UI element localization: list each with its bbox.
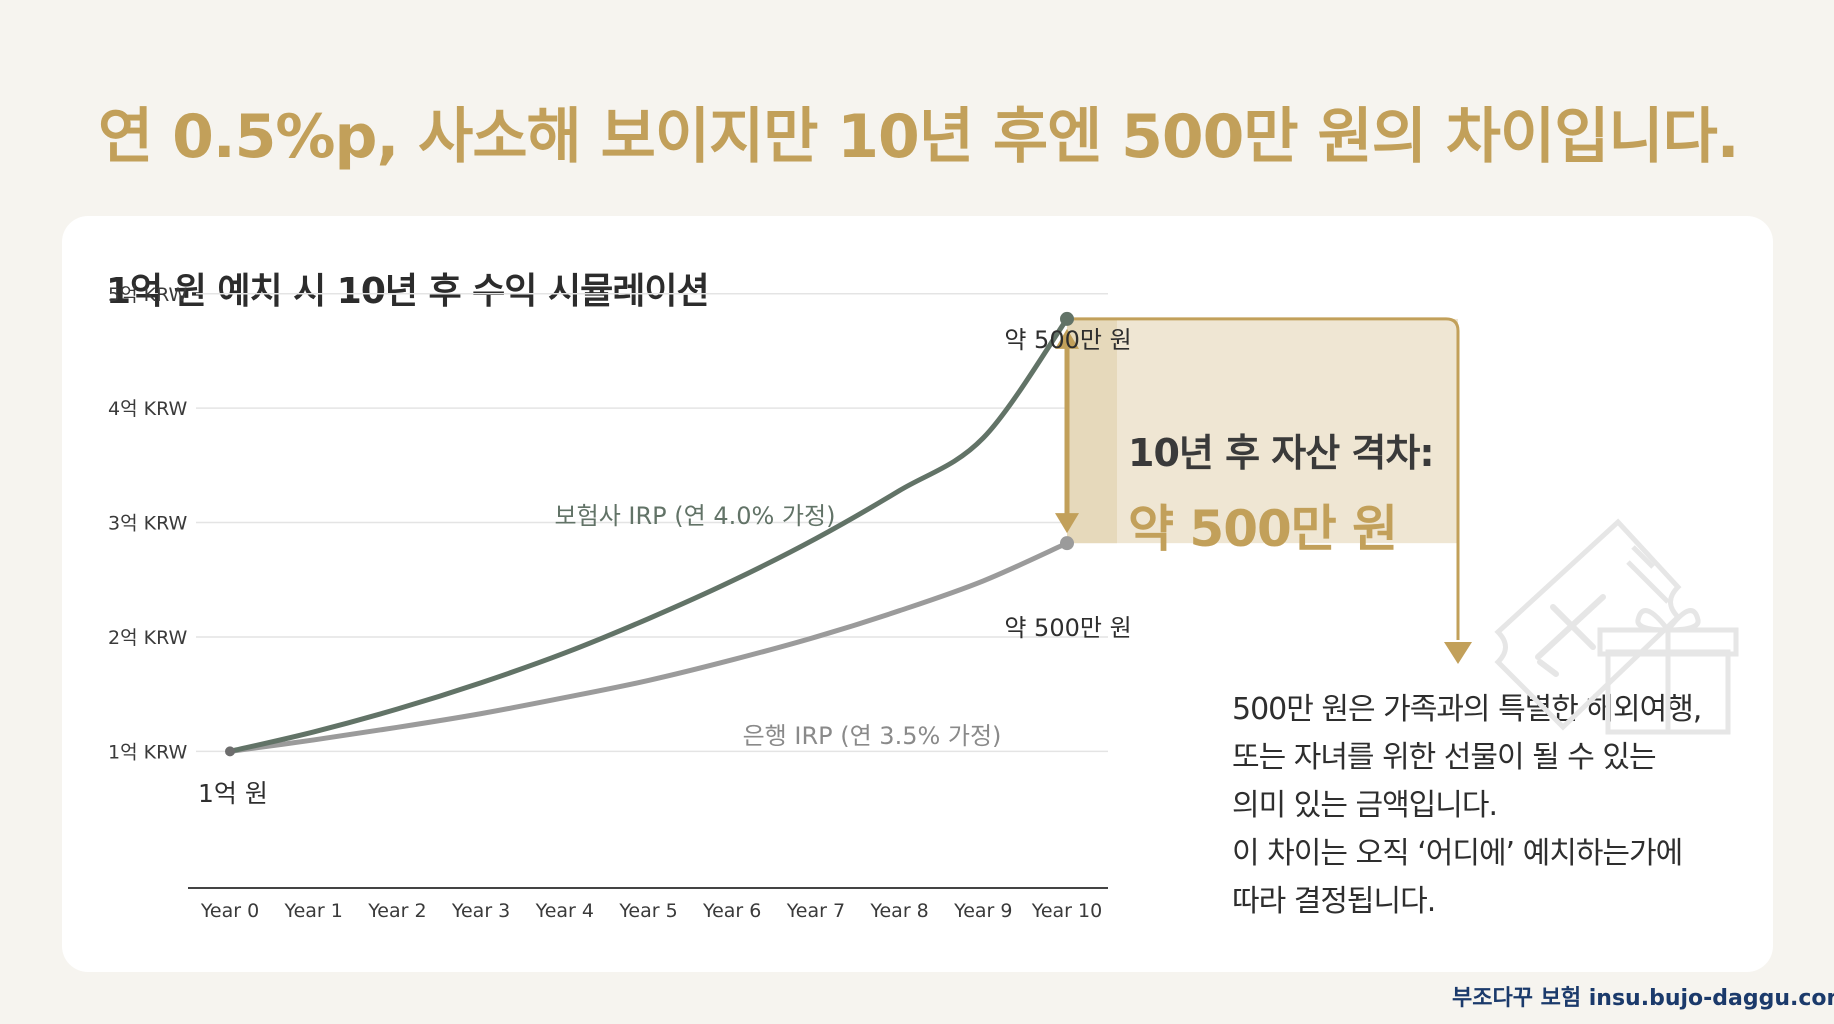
x-tick-label: Year 5 [618,900,677,922]
x-tick-label: Year 6 [702,900,761,922]
gap-value: 약 500만 원 [1128,500,1398,558]
series-line-insurer [227,316,1070,754]
gap-callout-connector [1067,317,1460,640]
description-line: 이 차이는 오직 ‘어디에’ 예치하는가에 [1232,836,1683,871]
series-label-bank: 은행 IRP (연 3.5% 가정) [743,722,1002,750]
gap-highlight-box [1067,318,1458,544]
gap-label: 10년 후 자산 격차: [1128,431,1435,475]
gap-highlight-strip [1067,318,1117,544]
up-arrow-icon [1055,328,1079,349]
x-tick-label: Year 0 [200,900,259,922]
gap-callout-text: 10년 후 자산 격차: 약 500만 원 [1128,422,1435,561]
x-tick-label: Year 3 [451,900,510,922]
series-start-point [225,746,235,757]
footer-credit: 부조다꾸 보험 insu.bujo-daggu.com [1452,986,1834,1011]
series-label-insurer: 보험사 IRP (연 4.0% 가정) [555,502,836,530]
y-tick-label: 5억 KRW [108,284,187,306]
x-tick-label: Year 2 [367,900,426,922]
description-text: 500만 원은 가족과의 특별한 해외여행, 또는 자녀를 위한 선물이 될 수… [1232,686,1752,926]
travel-gift-decoration [1494,518,1739,735]
series-line-bank [227,540,1070,754]
x-tick-label: Year 9 [953,900,1012,922]
x-tick-label: Year 4 [535,900,594,922]
page-headline: 연 0.5%p, 사소해 보이지만 10년 후엔 500만 원의 차이입니다. [98,102,1740,172]
down-arrow-icon [1055,513,1079,534]
top-end-label: 약 500만 원 [1004,326,1131,354]
x-tick-label: Year 1 [284,900,343,922]
series-end-point-insurer [1060,311,1074,326]
y-tick-label: 3억 KRW [108,513,187,535]
airplane-icon [1535,594,1606,677]
bottom-end-label: 약 500만 원 [1004,614,1131,642]
description-line: 따라 결정됩니다. [1232,884,1436,919]
series-end-point-bank [1060,536,1074,551]
description-line: 500만 원은 가족과의 특별한 해외여행, [1232,692,1702,727]
description-line: 의미 있는 금액입니다. [1232,788,1498,823]
x-tick-label: Year 7 [786,900,845,922]
gift-icon [1597,608,1739,735]
y-tick-label: 1억 KRW [108,741,187,763]
start-value-label: 1억 원 [198,779,268,808]
x-tick-label: Year 10 [1031,900,1102,922]
chart-card [62,216,1773,972]
y-tick-label: 2억 KRW [108,627,187,649]
down-arrow-icon [1444,642,1472,664]
ticket-icon [1494,518,1682,731]
y-tick-label: 4억 KRW [108,398,187,420]
x-tick-label: Year 8 [869,900,928,922]
chart-title: 1억 원 예치 시 10년 후 수익 시뮬레이션 [106,271,710,312]
description-line: 또는 자녀를 위한 선물이 될 수 있는 [1232,740,1657,775]
